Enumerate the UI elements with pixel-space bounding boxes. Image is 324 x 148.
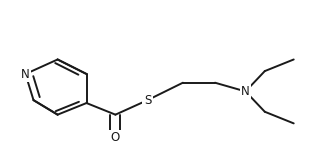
Text: N: N [241,85,250,98]
Text: N: N [21,67,30,81]
Text: O: O [111,131,120,144]
Text: S: S [144,94,151,107]
